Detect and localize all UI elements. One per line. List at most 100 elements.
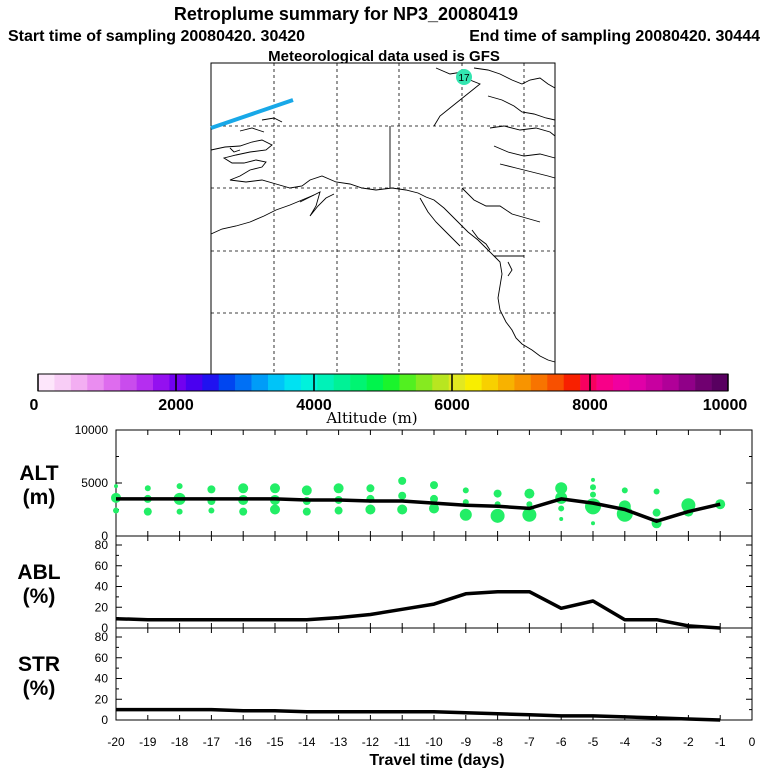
altitude-dot (555, 482, 568, 495)
colorbar-cell (185, 374, 203, 391)
y-tick-label: 60 (95, 651, 109, 665)
altitude-dot (590, 484, 596, 491)
x-tick-label: -15 (266, 735, 284, 749)
colorbar-cell (481, 374, 499, 391)
colorbar-cells (38, 374, 729, 391)
altitude-dot (270, 483, 280, 494)
colorbar-cell (350, 374, 367, 391)
x-tick-label: -19 (139, 735, 157, 749)
colorbar-tick-label: 10000 (703, 397, 748, 414)
x-tick-label: -20 (107, 735, 125, 749)
y-tick-label: 0 (101, 713, 108, 727)
map-frame (210, 62, 556, 375)
map-panel: 17 (210, 62, 556, 375)
y-tick-label: 0 (101, 529, 108, 543)
altitude-dot (333, 483, 344, 494)
map-coastlines (210, 67, 556, 363)
colorbar-cell (235, 374, 252, 391)
y-axis-unit-abl: (%) (23, 585, 56, 608)
altitude-dot (493, 489, 502, 498)
x-tick-label: 0 (749, 735, 756, 749)
colorbar-cell (317, 374, 335, 391)
altitude-dot (558, 505, 565, 512)
colorbar-tick-label: 4000 (296, 397, 332, 414)
altitude-dot (459, 508, 472, 521)
met-data-label: Meteorological data used is GFS (268, 48, 500, 65)
altitude-dot (429, 503, 439, 514)
colorbar-cell (169, 374, 187, 391)
colorbar-cell (547, 374, 565, 391)
y-tick-label: 20 (95, 600, 109, 614)
colorbar-tick-label: 8000 (572, 397, 608, 414)
altitude-dot (176, 483, 183, 490)
colorbar-cell (465, 374, 482, 391)
colorbar-cell (136, 374, 154, 391)
colorbar-cell (580, 374, 597, 391)
time-series-panels: 1000050000ALT(m)806040200ABL(%)806040200… (17, 423, 753, 727)
altitude-dot (652, 508, 661, 517)
panel-alt: 10000 5000 0 ALT(m) (19, 423, 753, 543)
y-axis-unit-str: (%) (23, 677, 56, 700)
altitude-dot (522, 507, 537, 522)
altitude-dot (621, 487, 628, 494)
colorbar-cell (629, 374, 647, 391)
release-point-marker (456, 69, 472, 85)
colorbar-cell (645, 374, 663, 391)
colorbar-cell (613, 374, 630, 391)
figure-title: Retroplume summary for NP3_20080419 (174, 4, 518, 24)
y-tick-label: 80 (95, 630, 109, 644)
altitude-dot (398, 491, 407, 500)
trajectory-track (210, 98, 294, 130)
x-tick-label: -7 (524, 735, 535, 749)
colorbar-cell (268, 374, 285, 391)
colorbar-cell (70, 374, 88, 391)
colorbar-cell (596, 374, 614, 391)
y-axis-unit-alt: (m) (23, 486, 56, 509)
series-line-str (116, 707, 721, 722)
x-tick-label: -2 (683, 735, 694, 749)
y-tick-label: 60 (95, 559, 109, 573)
panel-str: 80 60 40 20 0 STR(%) (18, 627, 753, 727)
altitude-dot (591, 477, 595, 482)
altitude-dot (208, 507, 215, 514)
altitude-dot (490, 508, 505, 523)
colorbar-cell (399, 374, 417, 391)
colorbar-cell (120, 374, 137, 391)
x-tick-label: -3 (651, 735, 662, 749)
altitude-dot (524, 488, 535, 499)
colorbar-cell (333, 374, 351, 391)
colorbar-cell (711, 374, 729, 391)
altitude-dot (239, 507, 248, 516)
colorbar-tick-label: 6000 (434, 397, 470, 414)
x-tick-label: -10 (425, 735, 443, 749)
colorbar-cell (383, 374, 400, 391)
y-tick-label: 40 (95, 580, 109, 594)
x-tick-label: -14 (298, 735, 316, 749)
altitude-dot (114, 484, 118, 489)
panel-frame (115, 535, 753, 629)
panel-abl: 80 60 40 20 0 ABL(%) (17, 535, 753, 635)
colorbar-cell (432, 374, 450, 391)
y-tick-label: 40 (95, 672, 109, 686)
colorbar-cell (563, 374, 581, 391)
colorbar-cell (498, 374, 515, 391)
release-point-label: 17 (458, 73, 470, 84)
colorbar-cell (87, 374, 105, 391)
colorbar-cell (153, 374, 170, 391)
x-tick-label: -18 (171, 735, 189, 749)
altitude-dot (301, 485, 312, 496)
y-tick-label: 10000 (75, 423, 109, 437)
x-tick-label: -17 (203, 735, 221, 749)
altitude-dot (334, 506, 343, 515)
altitude-dot (302, 507, 311, 516)
colorbar-major-ticks (37, 374, 729, 391)
colorbar-tick-label: 0 (30, 397, 39, 414)
altitude-dot (270, 504, 280, 515)
end-sampling-label: End time of sampling 20080420. 30444 (469, 28, 760, 45)
y-tick-label: 80 (95, 538, 109, 552)
x-tick-label: -6 (556, 735, 567, 749)
colorbar-cell (251, 374, 269, 391)
map-graticule (211, 63, 555, 374)
colorbar-tick-labels: 0 2000 4000 6000 8000 10000 (30, 397, 748, 414)
